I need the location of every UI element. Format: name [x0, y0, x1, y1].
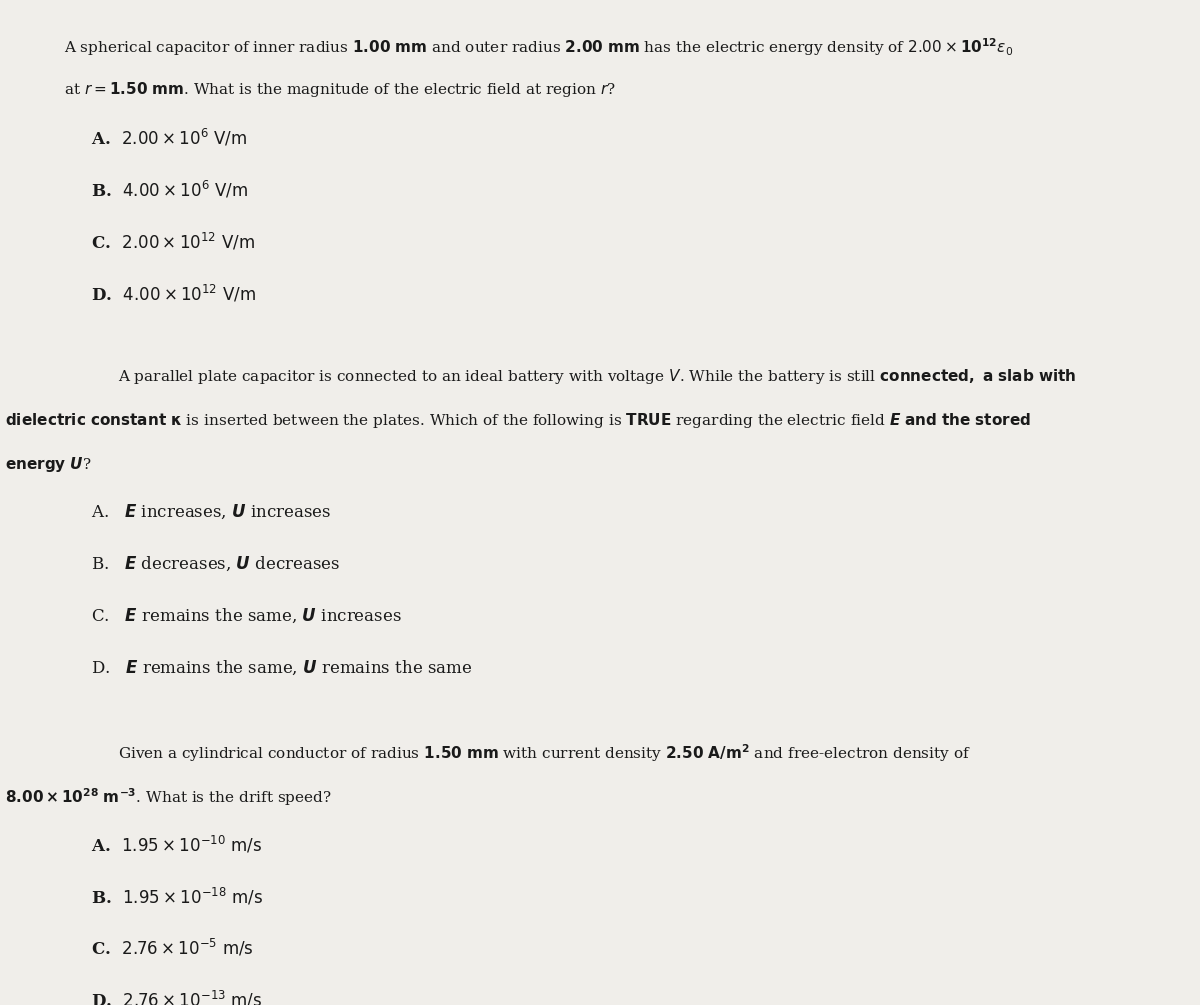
Text: B.   $\boldsymbol{E}$ decreases, $\boldsymbol{U}$ decreases: B. $\boldsymbol{E}$ decreases, $\boldsym… [91, 555, 340, 573]
Text: D.  $4.00 \times 10^{12}\ \mathrm{V/m}$: D. $4.00 \times 10^{12}\ \mathrm{V/m}$ [91, 283, 256, 305]
Text: A spherical capacitor of inner radius $\mathbf{1.00\ mm}$ and outer radius $\mat: A spherical capacitor of inner radius $\… [64, 36, 1013, 57]
Text: C.   $\boldsymbol{E}$ remains the same, $\boldsymbol{U}$ increases: C. $\boldsymbol{E}$ remains the same, $\… [91, 607, 402, 625]
Text: B.  $4.00 \times 10^6\ \mathrm{V/m}$: B. $4.00 \times 10^6\ \mathrm{V/m}$ [91, 180, 248, 201]
Text: C.  $2.00 \times 10^{12}\ \mathrm{V/m}$: C. $2.00 \times 10^{12}\ \mathrm{V/m}$ [91, 231, 254, 252]
Text: B.  $1.95 \times 10^{-18}\ \mathrm{m/s}$: B. $1.95 \times 10^{-18}\ \mathrm{m/s}$ [91, 886, 263, 908]
Text: D.   $\boldsymbol{E}$ remains the same, $\boldsymbol{U}$ remains the same: D. $\boldsymbol{E}$ remains the same, $\… [91, 658, 473, 676]
Text: at $r = \mathbf{1.50\ mm}$. What is the magnitude of the electric field at regio: at $r = \mathbf{1.50\ mm}$. What is the … [64, 79, 616, 98]
Text: $\mathbf{dielectric\ constant\ \kappa}$ is inserted between the plates. Which of: $\mathbf{dielectric\ constant\ \kappa}$ … [5, 411, 1031, 430]
Text: $\mathbf{8.00 \times 10^{28}\ m^{-3}}$. What is the drift speed?: $\mathbf{8.00 \times 10^{28}\ m^{-3}}$. … [5, 786, 332, 808]
Text: A.  $1.95 \times 10^{-10}\ \mathrm{m/s}$: A. $1.95 \times 10^{-10}\ \mathrm{m/s}$ [91, 834, 262, 855]
Text: A.   $\boldsymbol{E}$ increases, $\boldsymbol{U}$ increases: A. $\boldsymbol{E}$ increases, $\boldsym… [91, 502, 331, 522]
Text: C.  $2.76 \times 10^{-5}\ \mathrm{m/s}$: C. $2.76 \times 10^{-5}\ \mathrm{m/s}$ [91, 938, 253, 959]
Text: $\mathbf{energy}$ $\boldsymbol{U}$?: $\mathbf{energy}$ $\boldsymbol{U}$? [5, 455, 92, 474]
Text: D.  $2.76 \times 10^{-13}\ \mathrm{m/s}$: D. $2.76 \times 10^{-13}\ \mathrm{m/s}$ [91, 990, 263, 1005]
Text: Given a cylindrical conductor of radius $\mathbf{1.50\ mm}$ with current density: Given a cylindrical conductor of radius … [118, 743, 971, 764]
Text: A parallel plate capacitor is connected to an ideal battery with voltage $V$. Wh: A parallel plate capacitor is connected … [118, 367, 1076, 386]
Text: A.  $2.00 \times 10^6\ \mathrm{V/m}$: A. $2.00 \times 10^6\ \mathrm{V/m}$ [91, 128, 247, 149]
